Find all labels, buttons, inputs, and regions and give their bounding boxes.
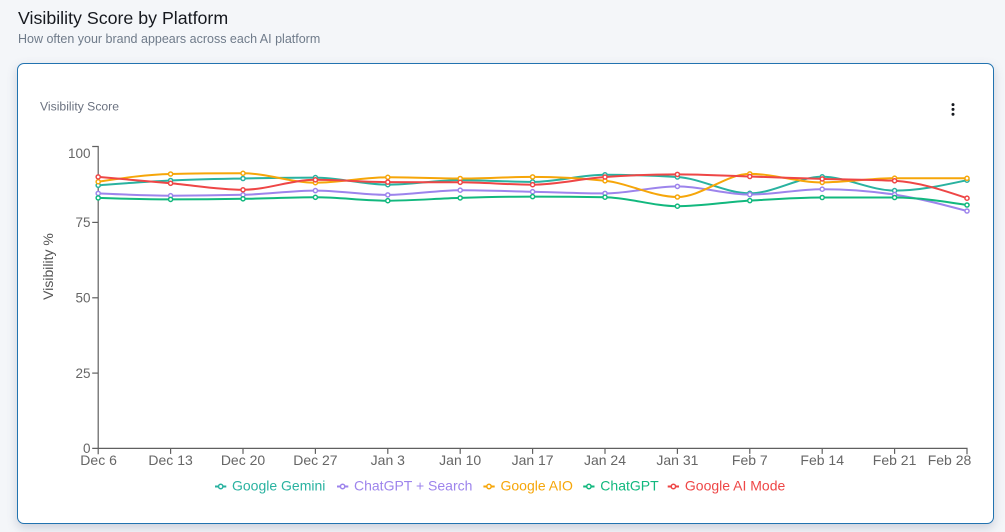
svg-text:Jan 3: Jan 3 <box>371 452 405 468</box>
svg-text:Feb 21: Feb 21 <box>873 452 917 468</box>
svg-text:25: 25 <box>75 366 90 381</box>
svg-text:Dec 27: Dec 27 <box>293 452 338 468</box>
svg-text:ChatGPT: ChatGPT <box>600 478 659 494</box>
svg-text:Dec 13: Dec 13 <box>148 452 193 468</box>
svg-text:Dec 20: Dec 20 <box>221 452 266 468</box>
svg-text:Feb 7: Feb 7 <box>732 452 768 468</box>
svg-text:Feb 28: Feb 28 <box>928 452 972 468</box>
svg-text:Dec 6: Dec 6 <box>80 452 117 468</box>
svg-text:ChatGPT + Search: ChatGPT + Search <box>354 478 472 494</box>
svg-text:Visibility Score: Visibility Score <box>40 100 119 114</box>
svg-text:0: 0 <box>83 441 91 456</box>
svg-text:Visibility %: Visibility % <box>40 233 56 300</box>
svg-text:Google Gemini: Google Gemini <box>232 478 325 494</box>
svg-text:Jan 31: Jan 31 <box>656 452 698 468</box>
svg-text:Feb 14: Feb 14 <box>800 452 844 468</box>
svg-text:Jan 10: Jan 10 <box>439 452 481 468</box>
svg-text:Jan 24: Jan 24 <box>584 452 626 468</box>
svg-text:50: 50 <box>75 291 90 306</box>
svg-text:Jan 17: Jan 17 <box>512 452 554 468</box>
svg-text:Google AIO: Google AIO <box>501 478 573 494</box>
svg-text:Google AI Mode: Google AI Mode <box>685 478 786 494</box>
svg-text:75: 75 <box>75 215 90 230</box>
svg-text:100: 100 <box>68 146 91 161</box>
